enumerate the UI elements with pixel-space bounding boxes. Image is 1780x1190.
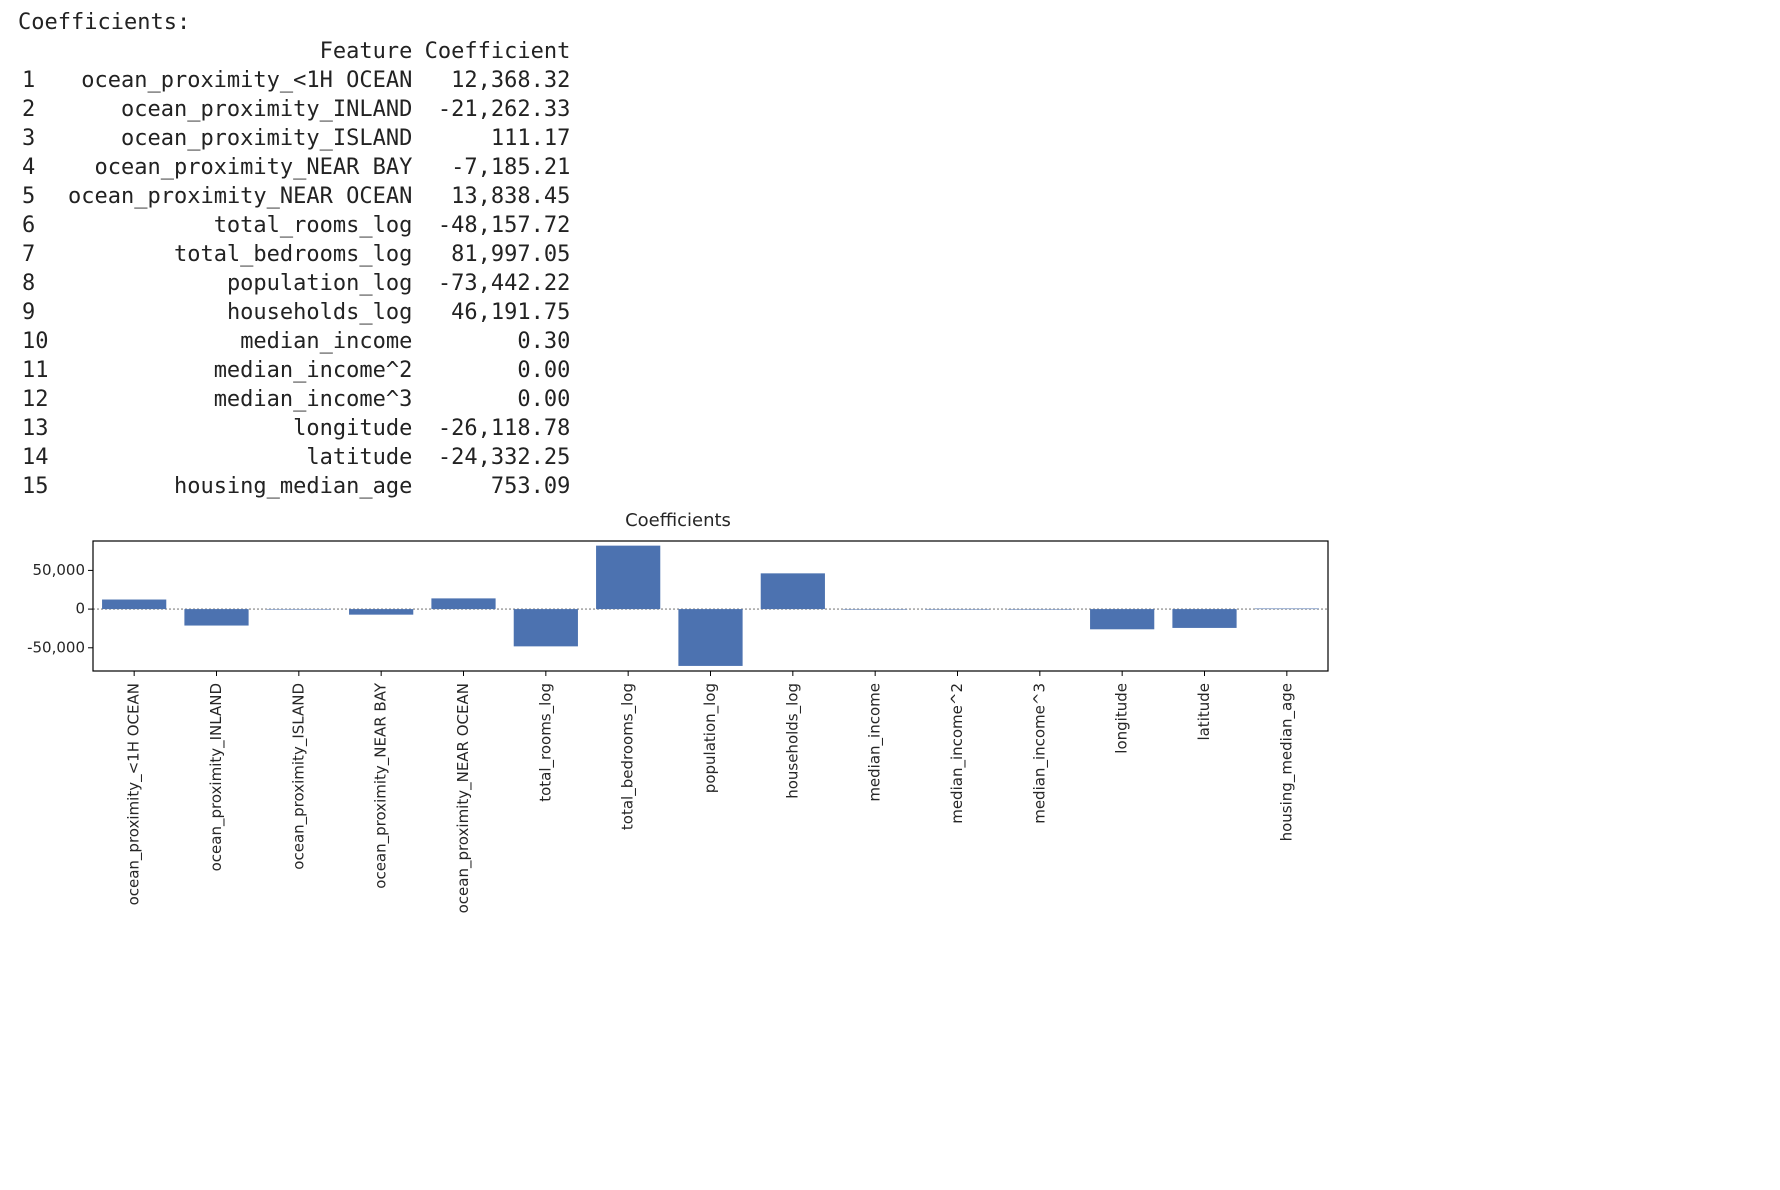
table-row: 12median_income^30.00 (18, 385, 574, 414)
x-tick-label: total_bedrooms_log (619, 683, 638, 830)
coefficients-heading: Coefficients: (18, 10, 1762, 35)
table-row: 8population_log-73,442.22 (18, 269, 574, 298)
table-header-coefficient: Coefficient (416, 37, 574, 66)
x-tick-label: total_rooms_log (536, 683, 555, 802)
x-tick-label: population_log (701, 683, 720, 793)
row-index: 15 (18, 472, 64, 501)
row-coefficient: -73,442.22 (416, 269, 574, 298)
row-index: 1 (18, 66, 64, 95)
row-index: 14 (18, 443, 64, 472)
row-feature: ocean_proximity_ISLAND (64, 124, 416, 153)
coefficients-table: Feature Coefficient 1ocean_proximity_<1H… (18, 37, 574, 502)
table-row: 1ocean_proximity_<1H OCEAN12,368.32 (18, 66, 574, 95)
row-index: 12 (18, 385, 64, 414)
row-coefficient: -21,262.33 (416, 95, 574, 124)
row-coefficient: 0.00 (416, 356, 574, 385)
row-feature: ocean_proximity_INLAND (64, 95, 416, 124)
x-tick-label: ocean_proximity_<1H OCEAN (125, 683, 144, 905)
bar (102, 599, 166, 609)
bar (1255, 608, 1319, 609)
row-feature: ocean_proximity_NEAR OCEAN (64, 182, 416, 211)
row-feature: total_bedrooms_log (64, 240, 416, 269)
row-coefficient: -7,185.21 (416, 153, 574, 182)
row-index: 13 (18, 414, 64, 443)
x-tick-label: latitude (1195, 683, 1213, 741)
x-tick-label: ocean_proximity_NEAR OCEAN (454, 683, 473, 913)
bar (1172, 609, 1236, 628)
row-index: 6 (18, 211, 64, 240)
bar (596, 545, 660, 608)
table-header-feature: Feature (64, 37, 416, 66)
row-coefficient: -26,118.78 (416, 414, 574, 443)
row-feature: ocean_proximity_NEAR BAY (64, 153, 416, 182)
chart-title: Coefficients (18, 510, 1338, 531)
row-coefficient: -48,157.72 (416, 211, 574, 240)
svg-text:-50,000: -50,000 (27, 638, 85, 656)
x-tick-label: ocean_proximity_INLAND (207, 683, 226, 871)
bar (349, 609, 413, 615)
row-index: 11 (18, 356, 64, 385)
row-feature: longitude (64, 414, 416, 443)
table-row: 6total_rooms_log-48,157.72 (18, 211, 574, 240)
row-feature: median_income^3 (64, 385, 416, 414)
table-row: 3ocean_proximity_ISLAND111.17 (18, 124, 574, 153)
row-index: 2 (18, 95, 64, 124)
row-index: 5 (18, 182, 64, 211)
x-tick-label: median_income^2 (948, 683, 967, 824)
x-tick-label: longitude (1113, 683, 1131, 754)
row-feature: housing_median_age (64, 472, 416, 501)
table-row: 2ocean_proximity_INLAND-21,262.33 (18, 95, 574, 124)
row-index: 3 (18, 124, 64, 153)
row-coefficient: 13,838.45 (416, 182, 574, 211)
svg-text:50,000: 50,000 (33, 560, 86, 578)
row-coefficient: 81,997.05 (416, 240, 574, 269)
row-index: 9 (18, 298, 64, 327)
bar (184, 609, 248, 625)
row-feature: latitude (64, 443, 416, 472)
bar (267, 609, 331, 610)
x-tick-label: housing_median_age (1277, 683, 1296, 841)
table-row: 14latitude-24,332.25 (18, 443, 574, 472)
row-feature: households_log (64, 298, 416, 327)
bar (514, 609, 578, 646)
bar (1090, 609, 1154, 629)
x-tick-label: median_income (866, 683, 885, 802)
row-feature: ocean_proximity_<1H OCEAN (64, 66, 416, 95)
bar (678, 609, 742, 666)
table-row: 9households_log46,191.75 (18, 298, 574, 327)
bar (1008, 609, 1072, 610)
table-row: 10median_income0.30 (18, 327, 574, 356)
row-index: 7 (18, 240, 64, 269)
bar (925, 609, 989, 610)
row-coefficient: 12,368.32 (416, 66, 574, 95)
bar (431, 598, 495, 609)
x-tick-label: households_log (783, 683, 802, 799)
table-row: 13longitude-26,118.78 (18, 414, 574, 443)
row-coefficient: 111.17 (416, 124, 574, 153)
row-feature: population_log (64, 269, 416, 298)
x-tick-label: ocean_proximity_ISLAND (289, 683, 308, 870)
row-index: 8 (18, 269, 64, 298)
table-row: 7total_bedrooms_log81,997.05 (18, 240, 574, 269)
row-coefficient: -24,332.25 (416, 443, 574, 472)
table-row: 5ocean_proximity_NEAR OCEAN13,838.45 (18, 182, 574, 211)
row-coefficient: 46,191.75 (416, 298, 574, 327)
bar (843, 609, 907, 610)
row-feature: median_income^2 (64, 356, 416, 385)
row-index: 4 (18, 153, 64, 182)
row-coefficient: 0.30 (416, 327, 574, 356)
table-row: 15housing_median_age753.09 (18, 472, 574, 501)
row-coefficient: 753.09 (416, 472, 574, 501)
svg-text:0: 0 (75, 599, 85, 617)
table-row: 4ocean_proximity_NEAR BAY-7,185.21 (18, 153, 574, 182)
bar (761, 573, 825, 609)
coefficients-bar-chart: -50,000 0 50,000 ocean_proximity_<1H OCEAN o… (18, 535, 1338, 975)
row-coefficient: 0.00 (416, 385, 574, 414)
row-feature: median_income (64, 327, 416, 356)
x-tick-label: ocean_proximity_NEAR BAY (372, 682, 391, 889)
row-index: 10 (18, 327, 64, 356)
row-feature: total_rooms_log (64, 211, 416, 240)
table-row: 11median_income^20.00 (18, 356, 574, 385)
x-tick-label: median_income^3 (1030, 682, 1049, 823)
